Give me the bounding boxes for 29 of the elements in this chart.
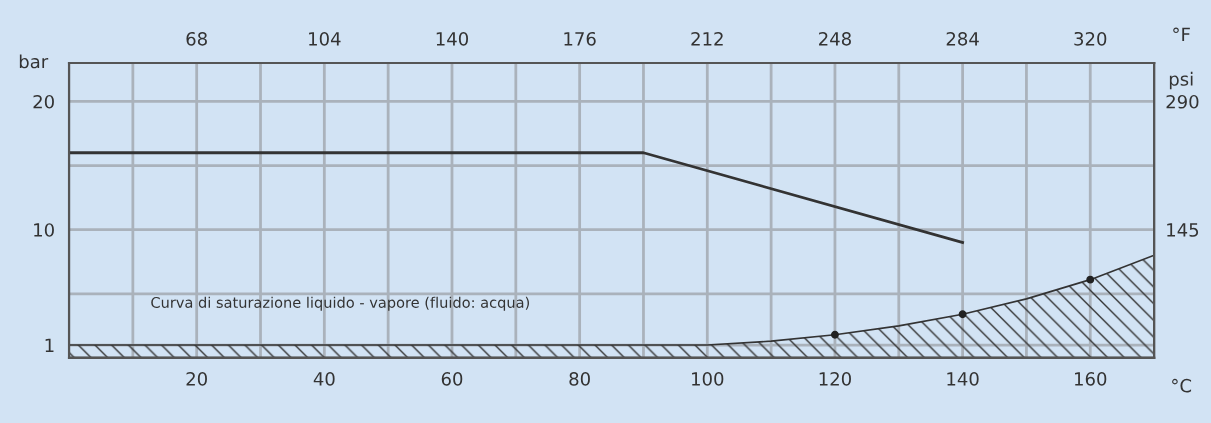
x2-tick-label: 176 (564, 31, 596, 46)
x-tick-label: 160 (1075, 372, 1107, 386)
x2-tick-label: 68 (186, 31, 207, 46)
x2-tick-label: 104 (309, 31, 341, 46)
x2-axis-title: °F (1173, 27, 1190, 41)
x-tick-label: 120 (819, 372, 851, 386)
y-tick-label: 20 (33, 94, 54, 109)
y2-axis-title: psi (1169, 71, 1193, 90)
x-axis-title: °C (1172, 378, 1192, 393)
x2-tick-label: 248 (819, 31, 851, 46)
y-tick-label: 10 (34, 223, 54, 237)
x2-tick-label: 320 (1074, 31, 1107, 46)
x2-tick-label: 140 (436, 31, 469, 46)
x2-tick-label: 284 (946, 31, 979, 46)
point (958, 310, 967, 319)
y2-tick-label: 145 (1167, 223, 1199, 237)
point (830, 330, 839, 339)
x-tick-label: 80 (569, 372, 590, 386)
x-tick-label: 20 (186, 372, 207, 386)
x-tick-label: 100 (692, 372, 724, 386)
x2-tick-label: 212 (691, 31, 723, 46)
x-tick-label: 60 (441, 372, 463, 386)
y2-tick-label: 290 (1166, 94, 1199, 109)
annotation: Curva di saturazione liquido - vapore (fluido: acqua) (151, 296, 529, 311)
y-tick-label: 1 (45, 338, 54, 352)
x-tick-label: 40 (313, 372, 335, 386)
point (1086, 275, 1095, 284)
x-tick-label: 140 (947, 372, 979, 386)
y-axis-title: bar (19, 54, 49, 69)
